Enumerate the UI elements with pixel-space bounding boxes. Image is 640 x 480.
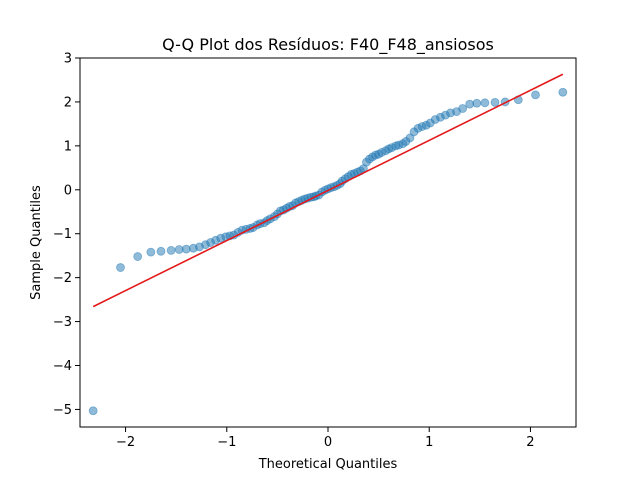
reference-line-layer [92, 73, 564, 308]
y-tick-label: −3 [53, 315, 72, 330]
x-axis-ticks: −2 −1 0 1 2 [116, 427, 535, 450]
qq-point [480, 98, 490, 108]
qq-point [531, 90, 540, 100]
qq-point [558, 87, 568, 97]
qq-point [156, 246, 166, 256]
scatter-points [88, 87, 568, 416]
qq-point [458, 104, 468, 113]
axes-frame [79, 57, 577, 428]
x-tick-label: 0 [324, 435, 332, 450]
y-tick-label: −5 [53, 403, 72, 418]
y-tick-label: 3 [64, 52, 72, 67]
y-tick-label: 0 [64, 183, 72, 198]
x-tick-label: 2 [526, 435, 534, 450]
qq-point [490, 97, 500, 107]
chart-title: Q-Q Plot dos Resíduos: F40_F48_ansiosos [162, 35, 494, 55]
x-tick-label: −2 [116, 435, 135, 450]
y-tick-label: −2 [53, 271, 72, 286]
y-tick-label: 2 [64, 95, 72, 110]
y-tick-label: 1 [64, 139, 72, 154]
qq-point [472, 98, 482, 108]
y-axis-ticks: −5 −4 −3 −2 −1 0 1 2 3 [53, 52, 80, 418]
qq-point [146, 247, 156, 257]
x-tick-label: −1 [217, 435, 236, 450]
x-axis-label: Theoretical Quantiles [258, 457, 398, 472]
qq-point [88, 406, 98, 416]
qq-point [116, 263, 125, 272]
y-tick-label: −1 [53, 227, 72, 242]
reference-line [92, 73, 564, 308]
y-axis-label: Sample Quantiles [29, 185, 44, 300]
x-tick-label: 1 [425, 435, 433, 450]
qq-point [405, 133, 415, 143]
qq-point [166, 246, 176, 255]
y-tick-label: −4 [53, 359, 72, 374]
qq-point [133, 252, 143, 261]
